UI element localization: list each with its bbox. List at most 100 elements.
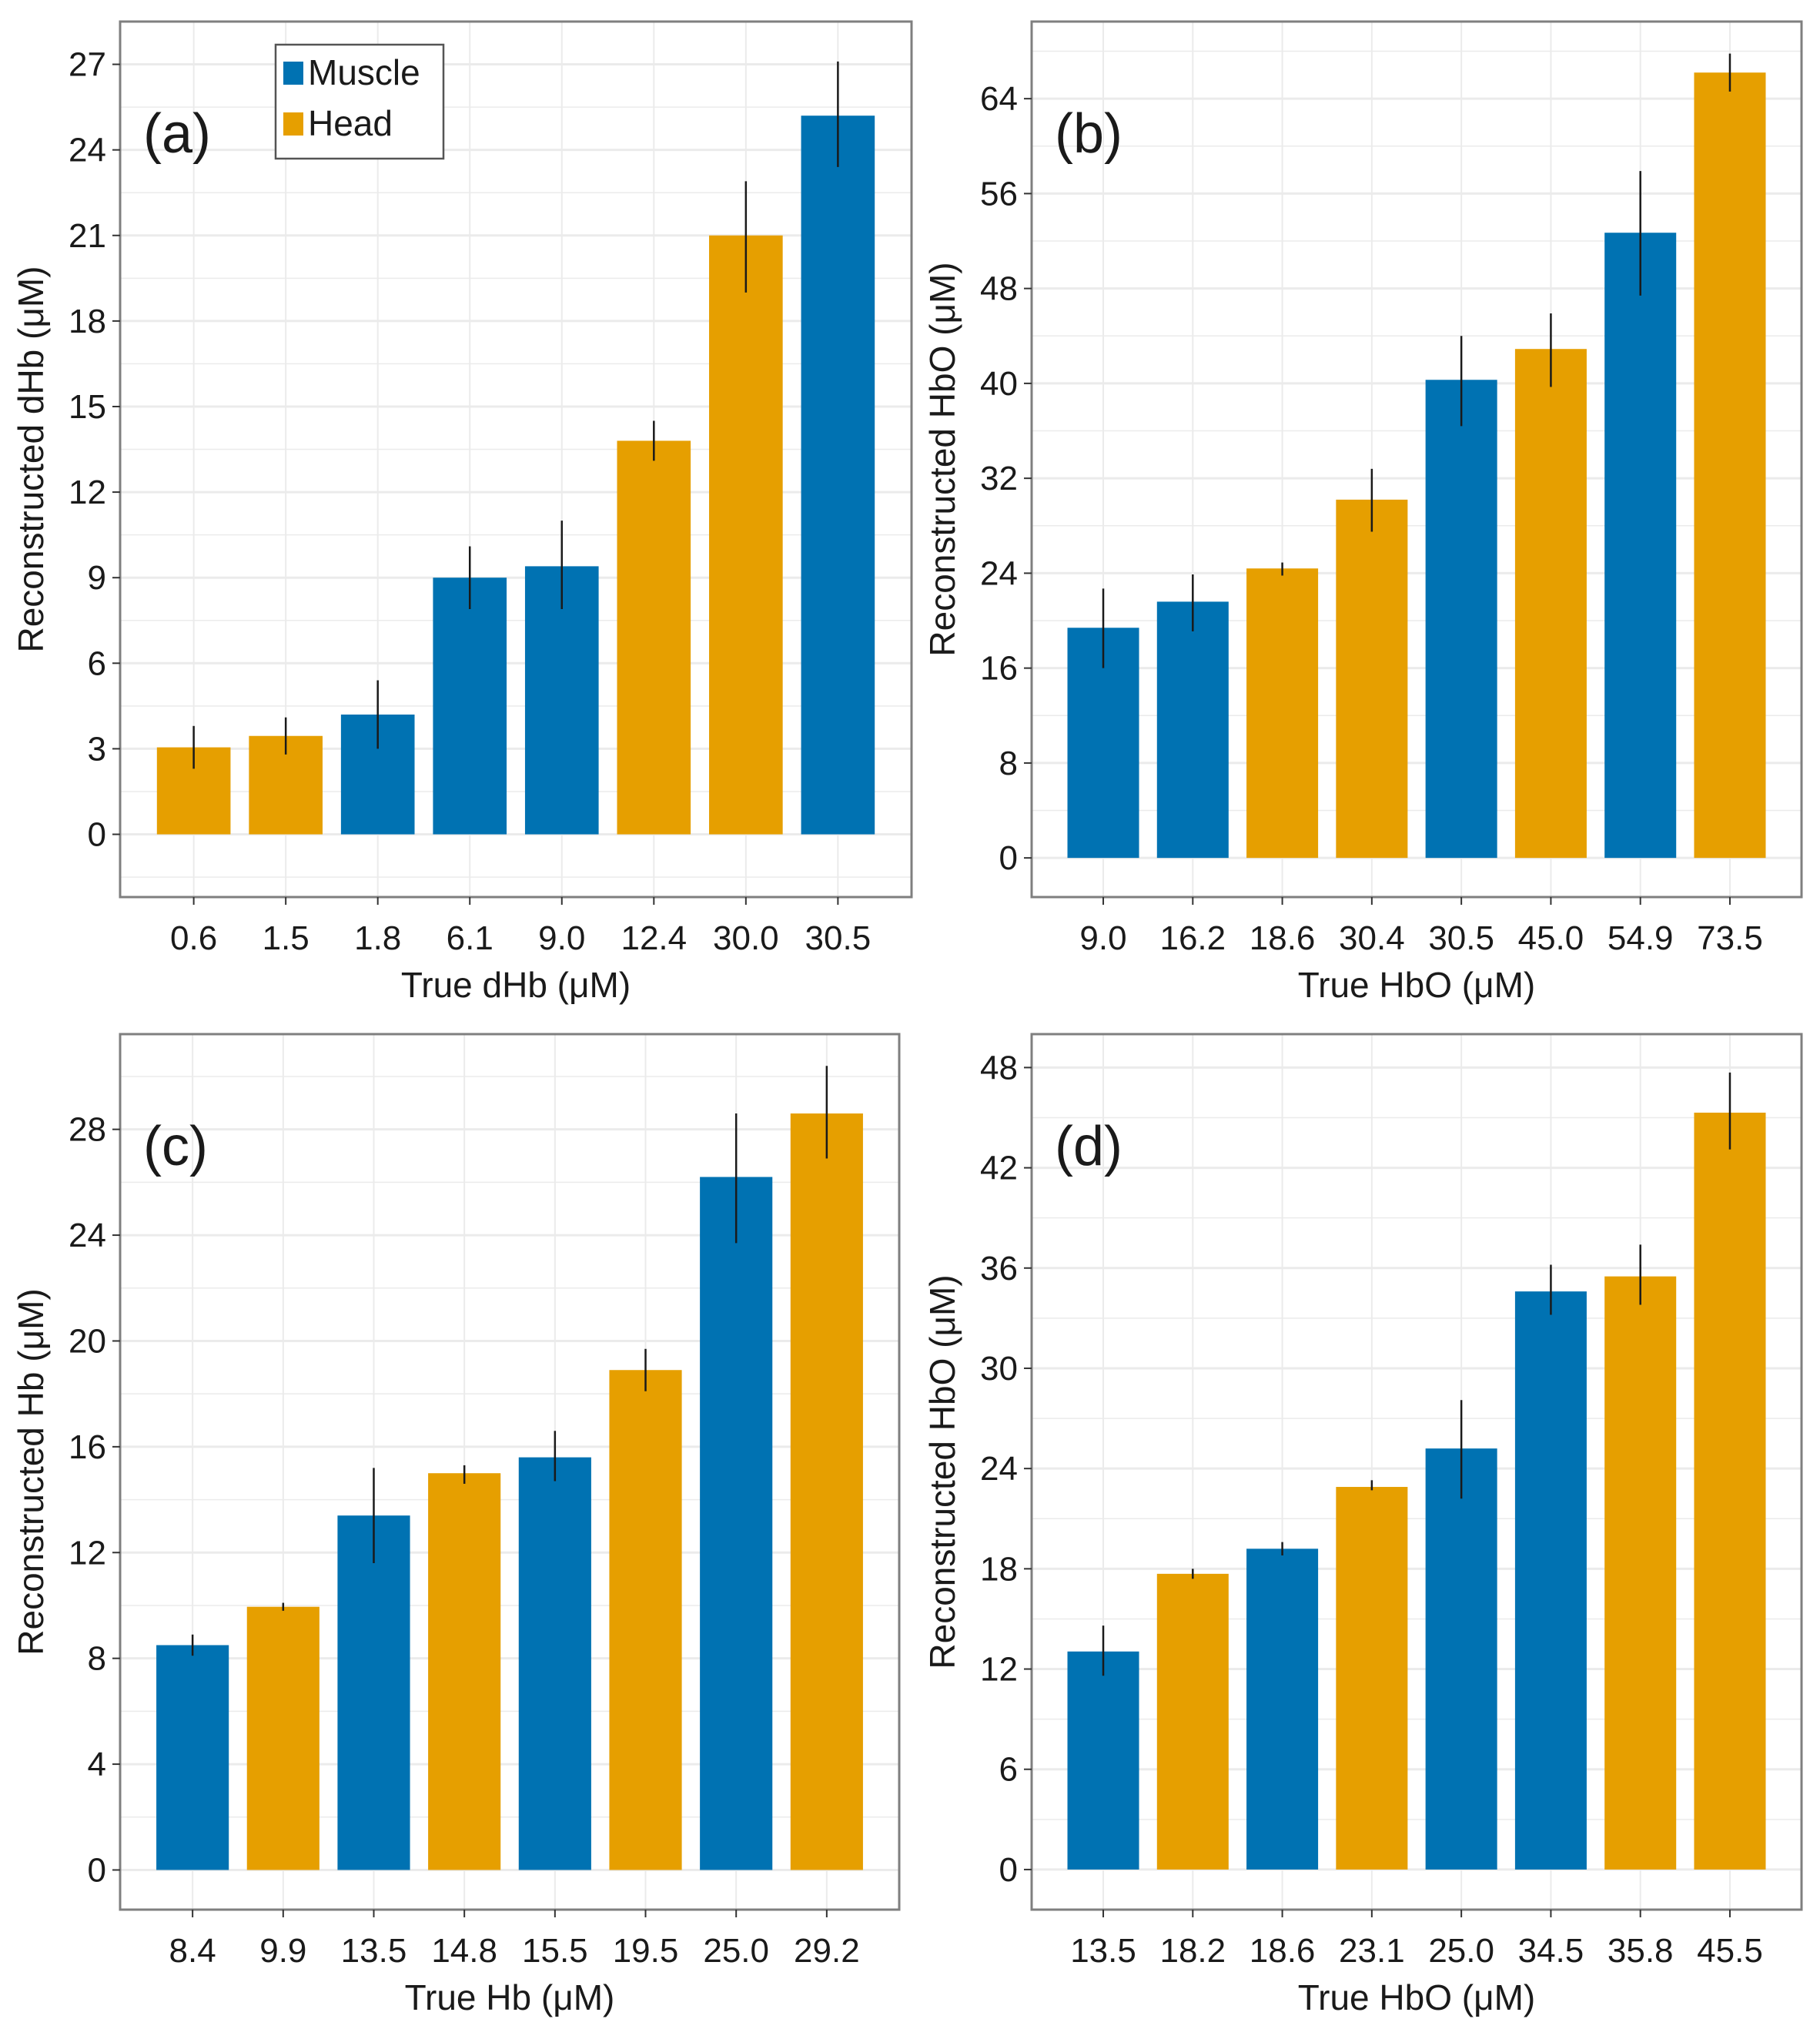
bar-muscle: [700, 1177, 773, 1870]
y-tick-label: 36: [980, 1250, 1018, 1287]
x-tick-label: 25.0: [703, 1932, 769, 1970]
legend: Muscle Head: [274, 43, 445, 160]
bar-muscle: [337, 1515, 410, 1870]
x-axis-title: True dHb (μM): [401, 965, 631, 1005]
panel-label: (c): [143, 1116, 208, 1177]
x-tick-label: 18.6: [1250, 1932, 1316, 1970]
y-tick-label: 16: [980, 650, 1018, 688]
legend-label: Muscle: [308, 52, 420, 92]
y-tick-label: 4: [88, 1746, 106, 1783]
bar-head: [1156, 1573, 1229, 1870]
x-tick-label: 30.4: [1339, 919, 1405, 957]
x-tick-label: 35.8: [1608, 1932, 1674, 1970]
x-tick-label: 18.6: [1250, 919, 1316, 957]
y-tick-label: 64: [980, 80, 1018, 118]
x-tick-label: 12.4: [621, 919, 687, 957]
bar-muscle: [1514, 1291, 1587, 1870]
plot-background: [1032, 22, 1802, 897]
y-tick-label: 12: [69, 474, 106, 511]
bar-muscle: [518, 1457, 591, 1870]
y-tick-label: 6: [999, 1751, 1018, 1789]
x-tick-label: 0.6: [170, 919, 217, 957]
plot-frame: [119, 1033, 901, 1911]
plot-background: [120, 22, 912, 897]
bar-head: [1246, 568, 1319, 859]
y-tick-label: 42: [980, 1150, 1018, 1187]
x-tick-label: 9.9: [259, 1932, 306, 1970]
legend-box: [274, 43, 445, 160]
x-tick-label: 1.5: [263, 919, 309, 957]
y-tick-label: 16: [69, 1428, 106, 1466]
x-tick-label: 15.5: [522, 1932, 588, 1970]
y-tick-label: 30: [980, 1350, 1018, 1388]
bar-head: [1694, 72, 1766, 859]
x-tick-label: 30.0: [713, 919, 779, 957]
y-tick-label: 24: [69, 1217, 106, 1254]
bar-muscle: [1425, 380, 1497, 859]
x-axis-title: True HbO (μM): [1298, 965, 1535, 1005]
x-tick-label: 13.5: [341, 1932, 407, 1970]
y-tick-label: 0: [999, 839, 1018, 877]
bar-muscle: [1067, 1651, 1139, 1870]
x-tick-label: 16.2: [1159, 919, 1226, 957]
bar-head: [709, 235, 783, 835]
y-axis-title: Reconstructed Hb (μM): [11, 1288, 51, 1655]
bar-muscle: [1425, 1448, 1497, 1870]
x-axis-title: True Hb (μM): [405, 1977, 615, 2017]
y-tick-label: 40: [980, 365, 1018, 403]
y-axis-title: Reconstructed dHb (μM): [11, 266, 51, 652]
plot-frame: [1030, 1033, 1803, 1911]
panel-label: (d): [1055, 1116, 1122, 1177]
x-tick-label: 25.0: [1428, 1932, 1494, 1970]
y-tick-label: 24: [980, 554, 1018, 592]
x-tick-label: 13.5: [1070, 1932, 1136, 1970]
plot-background: [1032, 1034, 1802, 1910]
y-tick-label: 28: [69, 1111, 106, 1149]
x-tick-label: 6.1: [447, 919, 493, 957]
bar-head: [1604, 1276, 1677, 1870]
x-axis-title: True HbO (μM): [1298, 1977, 1535, 2017]
x-tick-label: 8.4: [169, 1932, 216, 1970]
bar-head: [428, 1473, 501, 1870]
panel-b: 0 8 16 24 32 40 48 56 64 9.0 16.2 18.6 30.4 30.5 45.0 5…: [922, 20, 1803, 1005]
y-axis-title: Reconstructed HbO (μM): [922, 262, 962, 656]
bar-muscle: [524, 566, 599, 835]
x-tick-label: 1.8: [354, 919, 401, 957]
plot-frame: [119, 20, 913, 899]
y-tick-label: 27: [69, 46, 106, 84]
y-tick-label: 32: [980, 460, 1018, 497]
x-tick-label: 18.2: [1159, 1932, 1226, 1970]
x-tick-label: 73.5: [1697, 919, 1763, 957]
y-tick-label: 24: [980, 1450, 1018, 1488]
y-tick-label: 24: [69, 132, 106, 169]
y-tick-label: 48: [980, 1049, 1018, 1086]
bar-head: [1694, 1112, 1766, 1870]
x-tick-label: 45.0: [1518, 919, 1584, 957]
y-tick-label: 12: [980, 1651, 1018, 1689]
panel-a: 0 3 6 9 12 15 18 21 24 27 0.6 1.5 1.8 6.1 9.0 12.4 30.0 3…: [11, 20, 913, 1005]
bar-head: [1514, 349, 1587, 859]
bar-head: [1336, 1487, 1408, 1870]
bar-head: [790, 1113, 863, 1870]
y-tick-label: 21: [69, 217, 106, 255]
y-tick-label: 0: [88, 816, 106, 854]
x-tick-label: 14.8: [431, 1932, 497, 1970]
x-tick-label: 30.5: [805, 919, 872, 957]
x-tick-label: 23.1: [1339, 1932, 1405, 1970]
bar-muscle: [1246, 1549, 1319, 1870]
y-tick-label: 8: [999, 745, 1018, 782]
y-tick-label: 48: [980, 270, 1018, 308]
legend-label: Head: [308, 103, 393, 143]
y-axis-title: Reconstructed HbO (μM): [922, 1274, 962, 1669]
x-tick-label: 19.5: [613, 1932, 679, 1970]
y-tick-label: 8: [88, 1640, 106, 1678]
bar-muscle: [801, 116, 875, 835]
bar-head: [1336, 499, 1408, 859]
x-tick-label: 9.0: [1079, 919, 1126, 957]
y-tick-label: 3: [88, 730, 106, 768]
y-tick-label: 18: [980, 1550, 1018, 1588]
x-tick-label: 54.9: [1608, 919, 1674, 957]
y-tick-label: 15: [69, 388, 106, 426]
y-tick-label: 9: [88, 559, 106, 597]
